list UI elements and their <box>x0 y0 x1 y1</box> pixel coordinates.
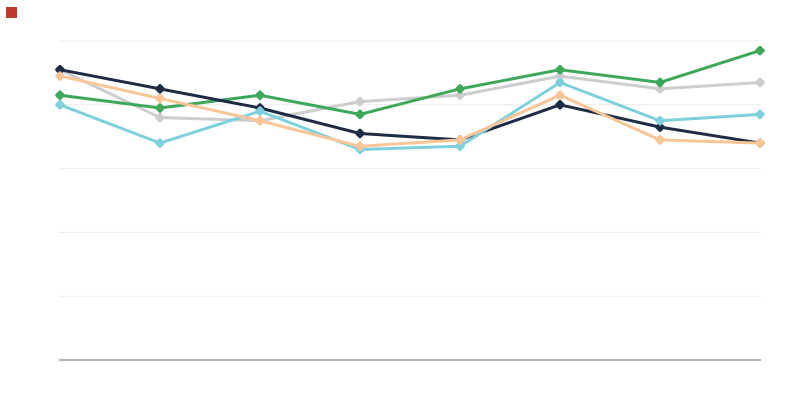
data-point-marker-green <box>655 77 665 88</box>
data-point-marker-orange <box>755 138 765 148</box>
data-point-marker-orange <box>355 141 365 152</box>
data-point-marker-gray <box>155 112 165 123</box>
data-point-marker-gray <box>555 71 565 81</box>
data-point-marker-orange <box>255 115 265 126</box>
data-point-marker-cyan <box>655 115 665 126</box>
data-point-marker-orange <box>555 90 565 100</box>
data-point-marker-orange <box>455 135 465 145</box>
data-point-marker-cyan <box>155 138 165 148</box>
data-point-marker-gray <box>455 90 465 100</box>
data-point-marker-green <box>155 103 165 113</box>
data-point-marker-green <box>355 109 365 120</box>
data-point-marker-green <box>555 64 565 75</box>
data-point-marker-green <box>455 84 465 94</box>
data-point-marker-cyan <box>455 141 465 152</box>
series-line-navy <box>58 68 762 145</box>
series-line-orange <box>58 74 762 148</box>
data-point-marker-cyan <box>555 77 565 88</box>
data-point-marker-navy <box>655 122 665 132</box>
data-point-marker-gray <box>755 77 765 88</box>
series-line-gray <box>58 68 762 123</box>
series-line-green <box>58 49 762 116</box>
data-point-marker-cyan <box>255 106 265 116</box>
data-point-marker-navy <box>355 128 365 139</box>
data-point-marker-orange <box>655 135 665 145</box>
series-orange <box>55 71 765 152</box>
data-point-marker-navy <box>155 84 165 94</box>
series-cyan <box>55 77 765 155</box>
data-point-marker-green <box>255 90 265 100</box>
series-green <box>55 45 765 120</box>
data-point-marker-navy <box>555 100 565 110</box>
data-point-marker-navy <box>55 64 65 75</box>
data-point-marker-gray <box>355 96 365 107</box>
data-point-marker-cyan <box>55 100 65 110</box>
data-point-marker-orange <box>155 93 165 104</box>
data-point-marker-green <box>755 45 765 56</box>
data-point-marker-green <box>55 90 65 100</box>
data-point-marker-cyan <box>755 109 765 120</box>
data-point-marker-orange <box>55 71 65 81</box>
red-corner-marker <box>6 7 17 18</box>
series-line-cyan <box>58 80 762 151</box>
data-point-marker-gray <box>655 84 665 94</box>
